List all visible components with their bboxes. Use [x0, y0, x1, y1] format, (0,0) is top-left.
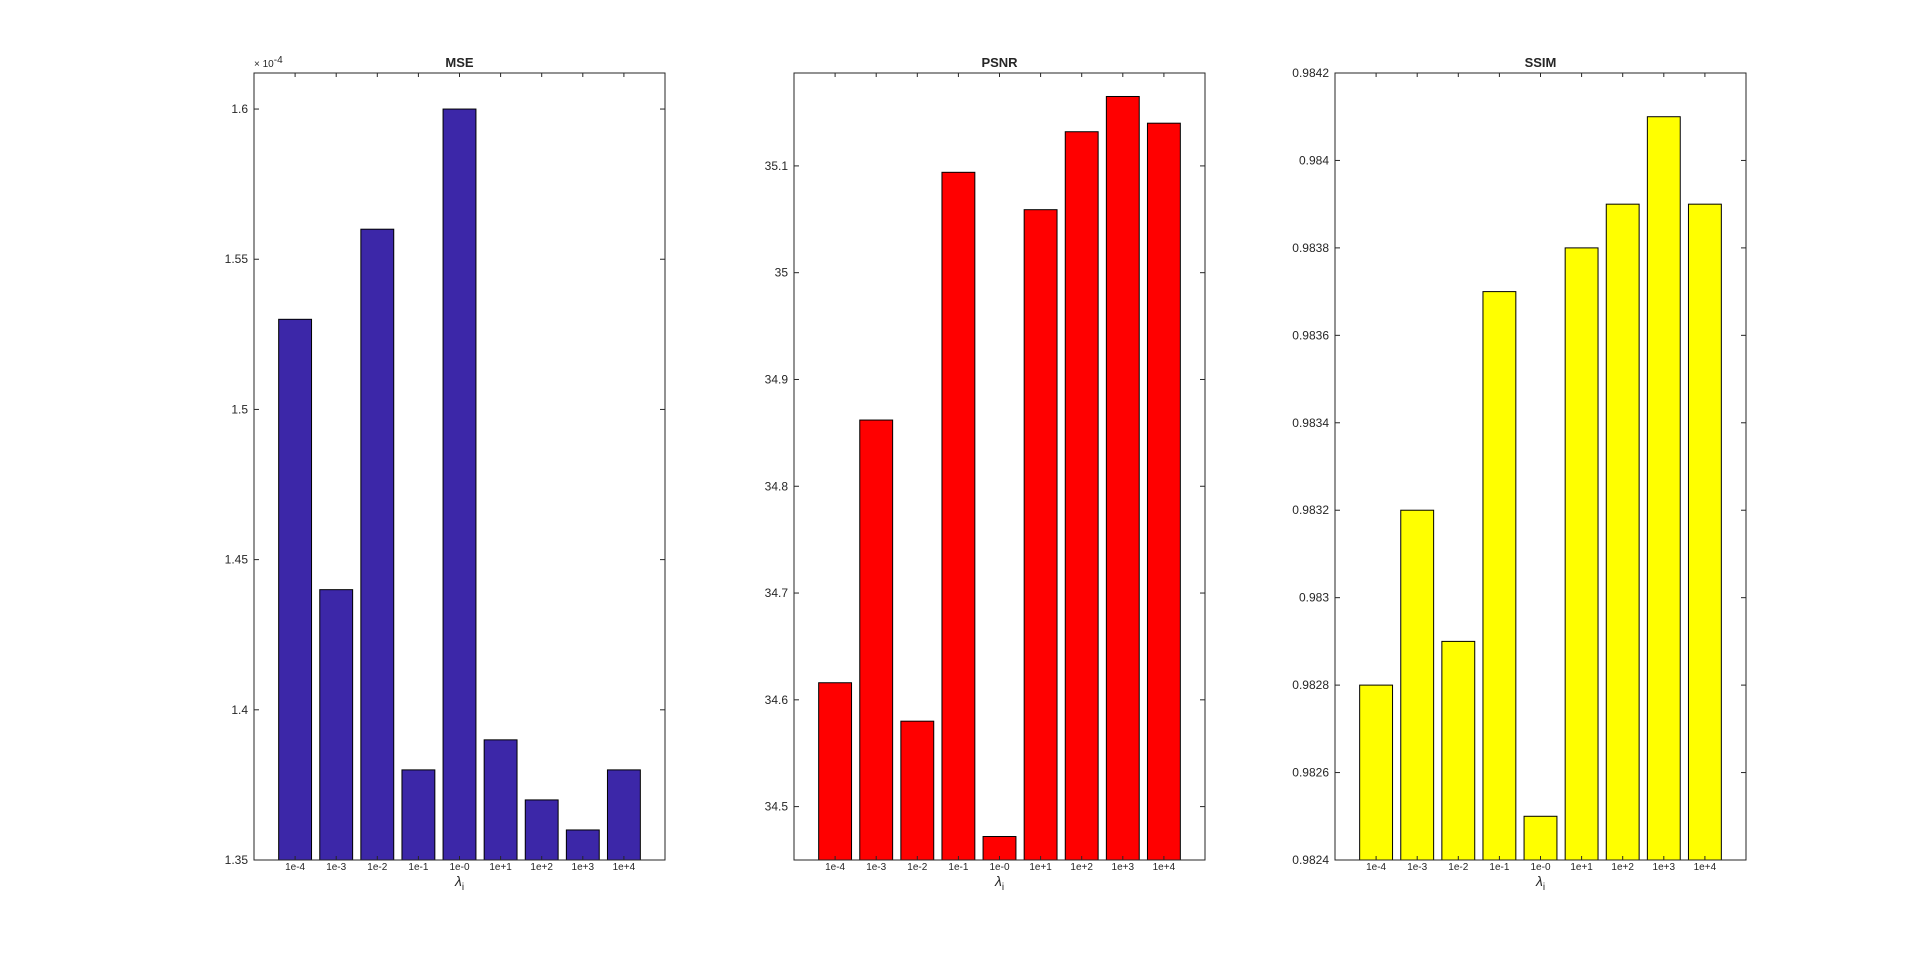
x-tick-label: 1e+1: [489, 862, 512, 873]
x-tick-label: 1e+1: [1029, 862, 1052, 873]
bar-1e-1: [401, 769, 436, 861]
x-axis-label: λi: [454, 873, 464, 893]
bar-1e+2: [1064, 131, 1099, 861]
x-tick-label: 1e-4: [285, 862, 305, 873]
bar-1e-3: [859, 419, 894, 861]
bar-1e+4: [606, 769, 641, 861]
y-tick-label: 0.9826: [1292, 766, 1329, 780]
axes-box: [253, 72, 666, 861]
y-tick-label: 34.9: [765, 372, 789, 386]
x-tick-label: 1e-4: [825, 862, 845, 873]
y-tick-label: 1.55: [225, 252, 249, 266]
y-tick-label: 34.8: [765, 479, 789, 493]
bar-1e+3: [1646, 116, 1681, 861]
y-tick-label: 0.9842: [1292, 66, 1329, 80]
bar-1e-0: [1523, 815, 1558, 861]
x-tick-label: 1e-3: [326, 862, 346, 873]
chart-ssim: 1e-4 1e-3 1e-2 1e-1 1e-0 1e+1 1e+2 1e+3 1e+4 0.98…: [1292, 55, 1747, 893]
bar-1e-1: [1482, 291, 1517, 861]
x-tick-label: 1e-3: [1407, 862, 1427, 873]
y-tick-label: 34.5: [765, 800, 789, 814]
x-tick-label: 1e-2: [1448, 862, 1468, 873]
y-tick-label: 35: [775, 266, 789, 280]
x-tick-label: 1e-1: [948, 862, 968, 873]
bar-1e+2: [524, 799, 559, 861]
x-tick-label: 1e+2: [1070, 862, 1093, 873]
x-tick-label: 1e+3: [1653, 862, 1676, 873]
bar-1e+1: [1023, 209, 1058, 861]
y-tick-label: 0.9828: [1292, 678, 1329, 692]
y-tick-label: 1.45: [225, 553, 249, 567]
y-tick-label: 0.9834: [1292, 416, 1329, 430]
x-axis-label: λi: [994, 873, 1004, 893]
y-tick-label: 35.1: [765, 159, 789, 173]
bar-1e+2: [1605, 203, 1640, 861]
bar-1e+1: [483, 739, 518, 861]
y-tick-label: 1.4: [231, 703, 248, 717]
y-tick-label: 34.7: [765, 586, 789, 600]
bar-1e-2: [360, 228, 395, 861]
y-tick-label: 0.9832: [1292, 503, 1329, 517]
y-tick-label: 1.6: [231, 102, 248, 116]
bar-1e-3: [1400, 509, 1435, 861]
y-tick-label: 0.9836: [1292, 328, 1329, 342]
chart-mse: 1e-4 1e-3 1e-2 1e-1 1e-0 1e+1 1e+2 1e+3 1e+4 1.35…: [225, 55, 666, 893]
y-tick-label: 0.984: [1299, 153, 1329, 167]
bar-1e-0: [442, 108, 477, 861]
y-tick-label: 0.9838: [1292, 241, 1329, 255]
bar-1e+1: [1564, 247, 1599, 861]
bar-1e-3: [319, 589, 354, 861]
y-tick-label: 1.5: [231, 402, 248, 416]
bar-1e-4: [1359, 684, 1394, 861]
x-tick-label: 1e-2: [907, 862, 927, 873]
y-tick-label: 0.983: [1299, 591, 1329, 605]
x-tick-label: 1e+1: [1570, 862, 1593, 873]
bar-1e-2: [1441, 640, 1476, 861]
x-tick-label: 1e+2: [530, 862, 553, 873]
x-tick-label: 1e+2: [1611, 862, 1634, 873]
x-tick-label: 1e-0: [989, 862, 1009, 873]
bar-1e+4: [1146, 122, 1181, 861]
x-tick-label: 1e-0: [449, 862, 469, 873]
x-tick-label: 1e-2: [367, 862, 387, 873]
bar-1e-1: [941, 171, 976, 861]
x-tick-label: 1e+4: [1153, 862, 1176, 873]
y-tick-label: 0.9824: [1292, 853, 1329, 867]
x-tick-label: 1e-1: [408, 862, 428, 873]
x-tick-label: 1e-4: [1366, 862, 1386, 873]
bar-1e-2: [900, 720, 935, 861]
bar-1e+3: [565, 829, 600, 861]
chart-title: MSE: [445, 55, 474, 70]
axes-box: [1334, 72, 1747, 861]
y-tick-label: 34.6: [765, 693, 789, 707]
x-tick-label: 1e+3: [572, 862, 595, 873]
chart-title: SSIM: [1525, 55, 1557, 70]
axes-box: [793, 72, 1206, 861]
x-tick-label: 1e+4: [1694, 862, 1717, 873]
chart-title: PSNR: [981, 55, 1018, 70]
bar-1e-4: [818, 682, 853, 861]
x-tick-label: 1e+4: [613, 862, 636, 873]
y-axis-exponent: × 10-4: [254, 55, 283, 70]
bar-1e+4: [1687, 203, 1722, 861]
bar-1e-4: [278, 318, 313, 861]
x-tick-label: 1e-1: [1489, 862, 1509, 873]
x-tick-label: 1e-0: [1530, 862, 1550, 873]
x-axis-label: λi: [1535, 873, 1545, 893]
y-tick-label: 1.35: [225, 853, 249, 867]
x-tick-label: 1e-3: [866, 862, 886, 873]
x-tick-label: 1e+3: [1112, 862, 1135, 873]
chart-psnr: 1e-4 1e-3 1e-2 1e-1 1e-0 1e+1 1e+2 1e+3 1e+4 34.5…: [765, 55, 1206, 893]
bar-1e+3: [1105, 95, 1140, 861]
